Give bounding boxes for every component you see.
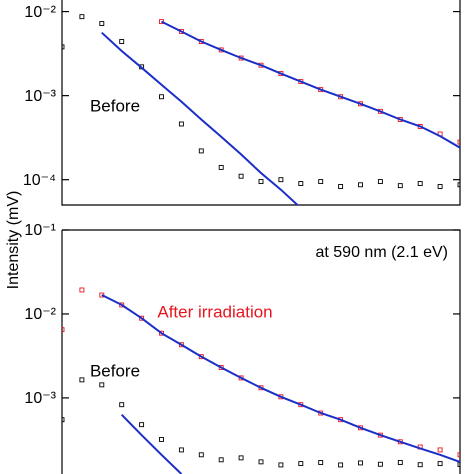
data-point <box>377 179 383 185</box>
data-point <box>139 422 145 428</box>
fit-line <box>101 294 460 463</box>
y-tick-label: 10⁻³ <box>24 88 56 105</box>
data-point <box>198 148 204 154</box>
data-point <box>139 315 145 321</box>
data-point <box>62 327 65 333</box>
data-point <box>457 182 460 188</box>
data-point <box>62 417 65 423</box>
data-point <box>238 173 244 179</box>
y-tick-label: 10⁻² <box>24 4 56 21</box>
data-point <box>338 462 344 468</box>
data-point <box>278 177 284 183</box>
fit-line <box>161 20 460 149</box>
data-point <box>159 94 164 100</box>
data-point <box>457 462 460 467</box>
data-point <box>417 181 423 186</box>
data-point <box>278 462 284 468</box>
fit-line <box>101 31 300 205</box>
data-point <box>178 342 184 348</box>
data-point <box>417 462 423 468</box>
data-point <box>437 461 443 467</box>
data-point <box>457 139 460 145</box>
plot-area <box>62 14 460 205</box>
data-point <box>79 14 85 20</box>
y-axis-label: Intensity (mV) <box>5 191 22 290</box>
panel-frame <box>61 0 461 206</box>
data-point <box>79 287 85 293</box>
data-point <box>377 461 383 467</box>
data-point <box>119 39 125 44</box>
data-point <box>218 164 224 170</box>
data-point <box>178 121 184 127</box>
data-point <box>198 452 204 458</box>
data-point <box>338 184 344 189</box>
data-point <box>238 455 244 461</box>
data-point <box>318 179 324 185</box>
data-point <box>437 447 443 453</box>
plot-area <box>62 287 460 474</box>
data-point <box>318 460 324 465</box>
data-point <box>178 447 184 453</box>
data-point <box>62 44 65 50</box>
annotation: After irradiation <box>157 302 272 321</box>
annotation: Before <box>90 361 140 380</box>
panel-frame <box>61 229 461 474</box>
data-point <box>437 184 443 189</box>
data-point <box>218 457 224 463</box>
y-tick-label: 10⁻³ <box>24 390 56 407</box>
data-point <box>397 183 403 189</box>
data-point <box>119 402 125 408</box>
data-point <box>397 460 403 465</box>
data-point <box>298 181 304 186</box>
data-point <box>258 179 264 185</box>
annotation: at 590 nm (2.1 eV) <box>315 244 448 261</box>
y-tick-label: 10⁻¹ <box>24 222 56 239</box>
data-point <box>258 459 264 465</box>
fit-line <box>120 414 183 474</box>
data-point <box>457 452 460 458</box>
data-point <box>159 436 164 442</box>
data-point <box>358 460 363 466</box>
y-tick-label: 10⁻² <box>24 306 56 323</box>
data-point <box>358 182 363 188</box>
y-tick-label: 10⁻⁴ <box>23 172 56 189</box>
data-point <box>79 377 85 383</box>
data-point <box>99 382 105 388</box>
data-point <box>99 21 105 27</box>
annotation: Before <box>90 96 140 115</box>
data-point <box>298 461 304 467</box>
data-point <box>159 330 164 336</box>
